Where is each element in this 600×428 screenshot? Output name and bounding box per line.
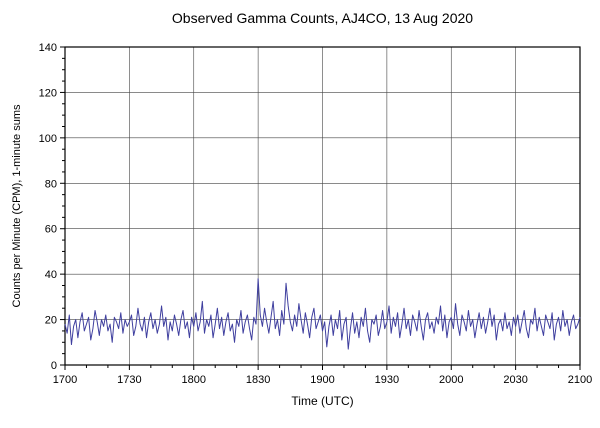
- y-tick-label: 100: [39, 133, 57, 145]
- x-tick-label: 1900: [310, 374, 334, 386]
- y-tick-label: 60: [45, 224, 57, 236]
- x-tick-label: 2000: [439, 374, 463, 386]
- x-tick-label: 1930: [375, 374, 399, 386]
- y-axis-label: Counts per Minute (CPM), 1-minute sums: [11, 104, 23, 307]
- x-tick-label: 2030: [503, 374, 527, 386]
- x-tick-label: 2100: [568, 374, 592, 386]
- data-series-line: [64, 278, 581, 350]
- y-tick-label: 140: [39, 42, 57, 54]
- y-tick-label: 40: [45, 269, 57, 281]
- x-tick-label: 1800: [182, 374, 206, 386]
- x-tick-label: 1730: [117, 374, 141, 386]
- x-tick-label: 1830: [246, 374, 270, 386]
- y-tick-label: 20: [45, 315, 57, 327]
- plot-border: [64, 46, 581, 366]
- y-tick-label: 80: [45, 178, 57, 190]
- y-tick-label: 120: [39, 87, 57, 99]
- chart-title: Observed Gamma Counts, AJ4CO, 13 Aug 202…: [171, 10, 474, 26]
- y-tick-label: 0: [51, 360, 57, 372]
- x-axis-label: Time (UTC): [291, 394, 353, 408]
- x-tick-label: 1700: [53, 374, 77, 386]
